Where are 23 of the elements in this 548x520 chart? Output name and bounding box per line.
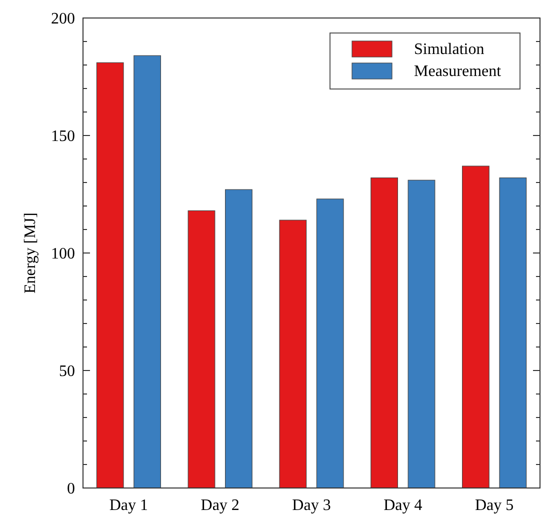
legend-label: Measurement (414, 63, 502, 80)
y-tick-label: 50 (59, 363, 75, 380)
bar (462, 166, 490, 488)
bar (279, 220, 307, 488)
legend-label: Simulation (414, 41, 484, 58)
x-tick-label: Day 1 (109, 497, 148, 514)
x-tick-label: Day 5 (474, 497, 514, 514)
bar (316, 198, 344, 488)
y-tick-label: 100 (51, 246, 75, 263)
bar (134, 55, 161, 488)
bar (225, 189, 252, 488)
bar (96, 62, 124, 488)
y-tick-label: 0 (67, 480, 75, 498)
y-tick-label: 200 (51, 10, 75, 28)
bar (499, 178, 527, 488)
x-tick-label: Day 2 (200, 497, 240, 514)
x-tick-label: Day 4 (384, 497, 422, 514)
bar (370, 178, 398, 488)
bar (188, 210, 216, 488)
y-axis-title: Energy [MJ] (22, 212, 39, 294)
x-tick-label: Day 3 (292, 497, 331, 514)
y-tick-label: 150 (51, 128, 75, 146)
bar (408, 180, 436, 488)
